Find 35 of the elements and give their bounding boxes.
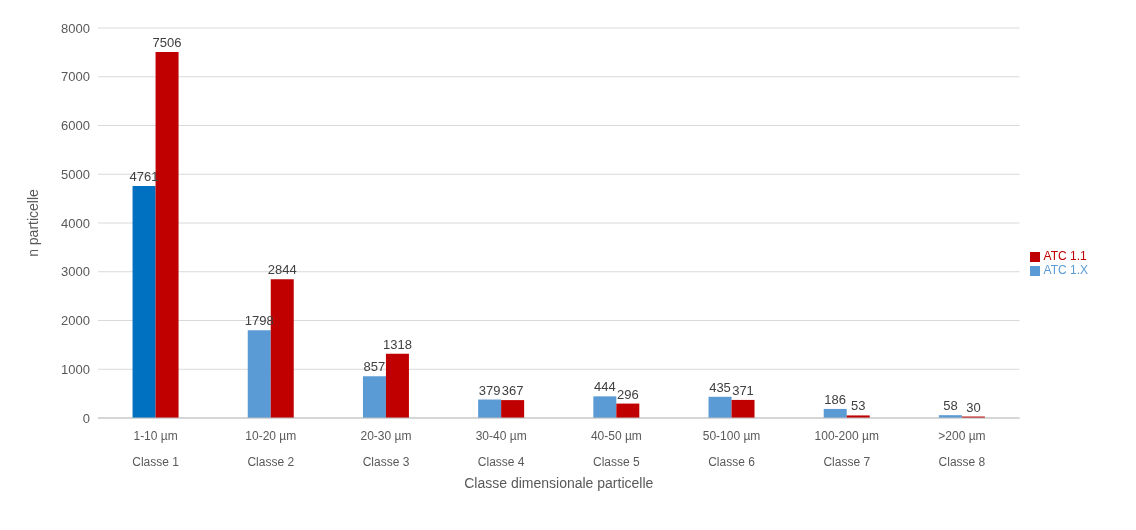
x-tick-label: 40-50 µm Classe 5: [590, 429, 642, 469]
x-tick-label: 100-200 µm Classe 7: [814, 429, 879, 469]
y-tick-label: 1000: [61, 361, 90, 377]
y-tick-label: 5000: [61, 166, 90, 182]
y-tick-label: 4000: [61, 215, 90, 231]
data-label: 857: [363, 359, 386, 375]
y-axis-title: n particelle: [24, 188, 41, 257]
legend-label: ATC 1.1: [1043, 249, 1087, 263]
data-label: 53: [850, 398, 866, 414]
x-tick-label: 50-100 µm Classe 6: [702, 429, 761, 469]
y-tick-label: 7000: [61, 69, 90, 85]
x-tick-label: 1-10 µm Classe 1: [132, 429, 180, 469]
y-tick-label: 6000: [61, 118, 90, 134]
y-tick-label: 3000: [61, 264, 90, 280]
y-tick-label: 2000: [61, 313, 90, 329]
data-label: 371: [732, 382, 754, 398]
data-label: 58: [943, 398, 958, 414]
x-tick-label: 30-40 µm Classe 4: [475, 429, 527, 469]
data-label: 296: [616, 386, 639, 402]
y-tick-label: 8000: [61, 20, 90, 36]
data-label: 186: [824, 391, 847, 407]
data-label: 435: [709, 379, 731, 395]
data-label: 367: [501, 383, 524, 399]
data-label: 2844: [267, 262, 297, 278]
data-label: 7506: [152, 35, 182, 51]
y-tick-label: 0: [82, 410, 90, 426]
x-tick-label: 20-30 µm Classe 3: [360, 429, 412, 469]
data-label: 30: [966, 399, 981, 415]
x-axis-title: Classe dimensionale particelle: [464, 475, 654, 491]
data-label: 1318: [382, 336, 412, 352]
legend-label: ATC 1.X: [1043, 263, 1088, 277]
data-label: 444: [593, 379, 616, 395]
x-tick-label: >200 µm Classe 8: [938, 429, 986, 469]
x-tick-label: 10-20 µm Classe 2: [245, 429, 297, 469]
data-label: 379: [478, 382, 501, 398]
